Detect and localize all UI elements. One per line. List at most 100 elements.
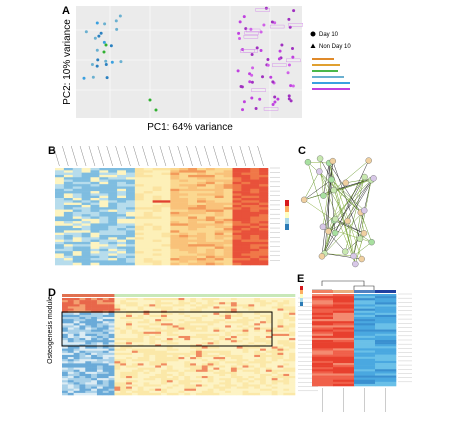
heatmap-cell bbox=[108, 223, 118, 227]
heatmap-cell bbox=[96, 371, 104, 375]
point-label bbox=[244, 31, 259, 35]
heatmap-cell bbox=[90, 237, 100, 240]
heatmap-cell bbox=[190, 373, 197, 377]
heatmap-cell bbox=[242, 331, 249, 335]
heatmap-cell bbox=[90, 216, 100, 220]
heatmap-cell bbox=[201, 327, 208, 330]
heatmap-cell bbox=[179, 248, 189, 252]
node bbox=[331, 229, 339, 237]
heatmap-cell bbox=[333, 377, 355, 381]
heatmap-cell bbox=[126, 376, 133, 379]
heatmap-cell bbox=[155, 342, 162, 345]
node bbox=[365, 157, 372, 164]
heatmap-cell bbox=[161, 198, 171, 201]
heatmap-cell bbox=[152, 168, 162, 171]
heatmap-cell bbox=[85, 329, 92, 333]
heatmap-cell bbox=[137, 300, 144, 303]
heatmap-cell bbox=[137, 350, 144, 354]
heatmap-cell bbox=[254, 304, 261, 307]
heatmap-cell bbox=[81, 232, 91, 236]
heatmap-cell bbox=[236, 298, 243, 301]
heatmap-cell bbox=[67, 348, 74, 352]
heatmap-cell bbox=[149, 373, 156, 377]
heatmap-cell bbox=[155, 354, 162, 358]
heatmap-cell bbox=[236, 323, 243, 326]
heatmap-cell bbox=[114, 333, 121, 337]
heatmap-cell bbox=[184, 357, 191, 360]
heatmap-cell bbox=[79, 388, 86, 392]
heatmap-cell bbox=[333, 379, 355, 383]
heatmap-cell bbox=[190, 323, 197, 326]
heatmap-cell bbox=[143, 246, 153, 250]
heatmap-cell bbox=[213, 352, 220, 356]
heatmap-cell bbox=[134, 244, 145, 247]
heatmap-cell bbox=[152, 255, 162, 259]
heatmap-cell bbox=[241, 207, 251, 210]
heatmap-cell bbox=[63, 246, 74, 250]
heatmap-cell bbox=[79, 342, 86, 345]
heatmap-cell bbox=[254, 392, 261, 396]
heatmap-cell bbox=[134, 237, 145, 240]
heatmap-cell bbox=[72, 216, 82, 220]
heatmap-cell bbox=[161, 335, 168, 339]
heatmap-cell bbox=[188, 223, 198, 227]
heatmap-cell bbox=[277, 344, 284, 347]
heatmap-cell bbox=[184, 346, 191, 349]
annotation-bar bbox=[172, 294, 179, 297]
heatmap-cell bbox=[81, 214, 91, 217]
heatmap-cell bbox=[62, 312, 69, 316]
heatmap-cell bbox=[236, 350, 243, 354]
heatmap-cell bbox=[271, 306, 278, 309]
heatmap-cell bbox=[259, 174, 269, 178]
heatmap-cell bbox=[223, 225, 233, 229]
heatmap-cell bbox=[85, 331, 92, 335]
heatmap-cell bbox=[195, 316, 203, 320]
heatmap-cell bbox=[143, 302, 150, 305]
heatmap-cell bbox=[283, 338, 290, 341]
heatmap-cell bbox=[195, 342, 203, 345]
heatmap-cell bbox=[161, 228, 171, 231]
heatmap-cell bbox=[225, 378, 232, 381]
heatmap-cell bbox=[126, 260, 136, 263]
heatmap-cell bbox=[126, 346, 133, 349]
heatmap-cell bbox=[67, 373, 74, 377]
heatmap-cell bbox=[155, 367, 162, 370]
heatmap-cell bbox=[230, 350, 238, 354]
heatmap-cell bbox=[188, 262, 198, 266]
heatmap-cell bbox=[161, 255, 171, 259]
heatmap-cell bbox=[230, 369, 238, 373]
heatmap-cell bbox=[241, 174, 251, 178]
heatmap-cell bbox=[166, 338, 173, 341]
heatmap-cell bbox=[81, 184, 91, 187]
heatmap-cell bbox=[108, 253, 118, 257]
heatmap-cell bbox=[90, 209, 100, 213]
heatmap-cell bbox=[241, 186, 251, 190]
heatmap-cell bbox=[277, 352, 284, 356]
heatmap-cell bbox=[250, 234, 260, 238]
heatmap-cell bbox=[166, 342, 173, 345]
heatmap-cell bbox=[166, 365, 173, 368]
heatmap-cell bbox=[108, 184, 118, 187]
heatmap-cell bbox=[259, 209, 269, 213]
heatmap-cell bbox=[242, 367, 249, 370]
heatmap-cell bbox=[283, 363, 290, 366]
heatmap-cell bbox=[213, 342, 220, 345]
heatmap-cell bbox=[161, 302, 168, 305]
point bbox=[292, 9, 296, 13]
heatmap-cell bbox=[149, 300, 156, 303]
edge bbox=[307, 162, 329, 232]
point bbox=[84, 30, 88, 34]
heatmap-cell bbox=[143, 248, 153, 252]
heatmap-cell bbox=[178, 367, 185, 370]
heatmap-cell bbox=[375, 381, 397, 385]
heatmap-cell bbox=[91, 388, 98, 392]
heatmap-cell bbox=[242, 308, 249, 311]
heatmap-cell bbox=[236, 306, 243, 309]
heatmap-cell bbox=[161, 253, 171, 257]
heatmap-cell bbox=[85, 340, 92, 343]
heatmap-cell bbox=[197, 181, 207, 185]
heatmap-cell bbox=[213, 361, 220, 364]
heatmap-cell bbox=[102, 319, 109, 322]
node bbox=[316, 155, 324, 162]
heatmap-cell bbox=[85, 378, 92, 381]
